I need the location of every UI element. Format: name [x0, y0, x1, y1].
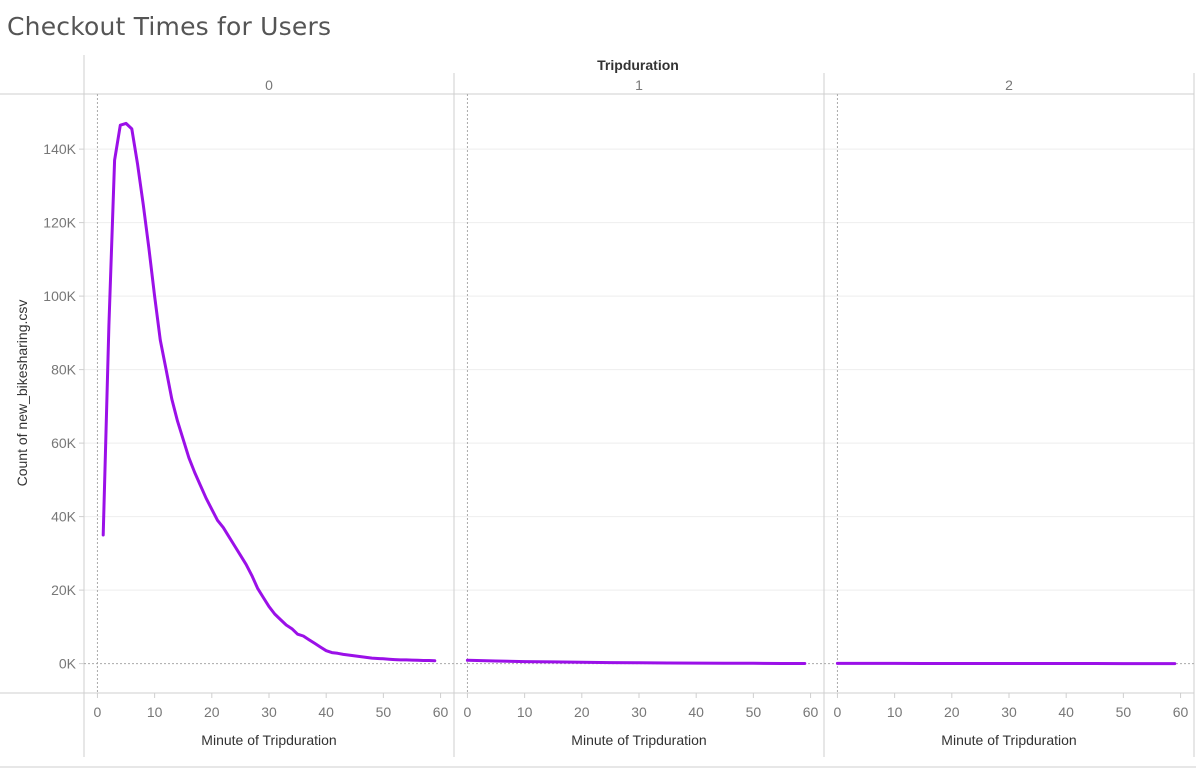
x-tick-label: 40	[1058, 704, 1074, 720]
x-tick-label: 0	[94, 704, 102, 720]
x-tick-label: 20	[944, 704, 960, 720]
x-tick-label: 10	[517, 704, 533, 720]
x-tick-label: 40	[318, 704, 334, 720]
x-tick-label: 50	[376, 704, 392, 720]
series-line	[465, 658, 807, 665]
x-tick-label: 40	[688, 704, 704, 720]
x-tick-label: 60	[1173, 704, 1189, 720]
x-tick-label: 0	[464, 704, 472, 720]
x-axis-label: Minute of Tripduration	[201, 732, 336, 748]
x-tick-label: 30	[1001, 704, 1017, 720]
x-tick-label: 60	[803, 704, 819, 720]
x-axis-label: Minute of Tripduration	[941, 732, 1076, 748]
x-tick-label: 20	[574, 704, 590, 720]
series-line	[101, 121, 437, 663]
y-tick-label: 0K	[59, 656, 77, 672]
x-tick-label: 0	[834, 704, 842, 720]
y-tick-label: 40K	[51, 509, 77, 525]
x-tick-label: 10	[887, 704, 903, 720]
y-tick-label: 20K	[51, 582, 77, 598]
x-axis-label: Minute of Tripduration	[571, 732, 706, 748]
column-header: Tripduration	[597, 57, 679, 73]
x-tick-label: 10	[147, 704, 163, 720]
x-tick-label: 50	[746, 704, 762, 720]
panel-header-label: 0	[265, 77, 273, 93]
x-tick-label: 30	[631, 704, 647, 720]
panel-header-label: 1	[635, 77, 643, 93]
x-tick-label: 30	[261, 704, 277, 720]
y-tick-label: 100K	[43, 288, 76, 304]
x-tick-label: 60	[433, 704, 449, 720]
y-tick-label: 80K	[51, 362, 77, 378]
y-tick-label: 140K	[43, 141, 76, 157]
y-axis-label: Count of new_bikesharing.csv	[14, 300, 30, 487]
chart-title: Checkout Times for Users	[7, 12, 332, 41]
x-tick-label: 50	[1116, 704, 1132, 720]
x-tick-label: 20	[204, 704, 220, 720]
y-tick-label: 120K	[43, 215, 76, 231]
y-tick-label: 60K	[51, 435, 77, 451]
panel-header-label: 2	[1005, 77, 1013, 93]
